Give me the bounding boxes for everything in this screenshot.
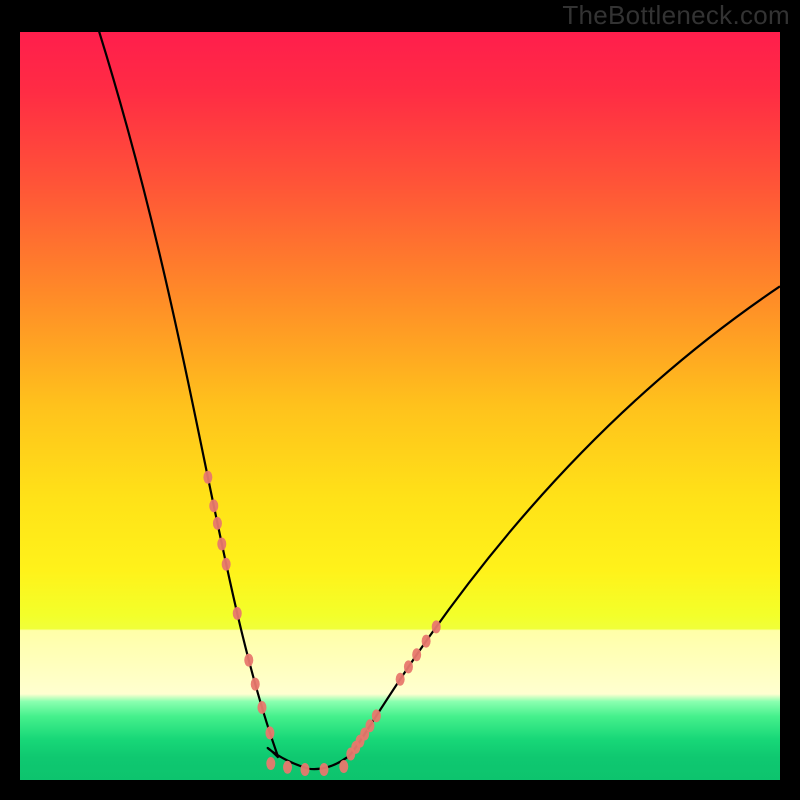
data-marker: [251, 678, 260, 691]
data-marker: [422, 635, 431, 648]
data-marker: [372, 709, 381, 722]
data-marker: [396, 673, 405, 686]
data-marker: [320, 763, 329, 776]
data-marker: [283, 761, 292, 774]
data-marker: [213, 517, 222, 530]
data-marker: [432, 620, 441, 633]
data-marker: [404, 660, 413, 673]
gradient-background: [20, 32, 780, 780]
data-marker: [209, 499, 218, 512]
data-marker: [244, 654, 253, 667]
chart-outer: TheBottleneck.com: [0, 0, 800, 800]
plot-area: [20, 32, 780, 780]
data-marker: [222, 558, 231, 571]
data-marker: [203, 471, 212, 484]
data-marker: [257, 701, 266, 714]
data-marker: [266, 757, 275, 770]
chart-svg: [20, 32, 780, 780]
data-marker: [365, 719, 374, 732]
data-marker: [217, 538, 226, 551]
data-marker: [412, 648, 421, 661]
data-marker: [301, 763, 310, 776]
data-marker: [233, 607, 242, 620]
watermark-text: TheBottleneck.com: [562, 0, 790, 31]
data-marker: [265, 726, 274, 739]
data-marker: [339, 760, 348, 773]
